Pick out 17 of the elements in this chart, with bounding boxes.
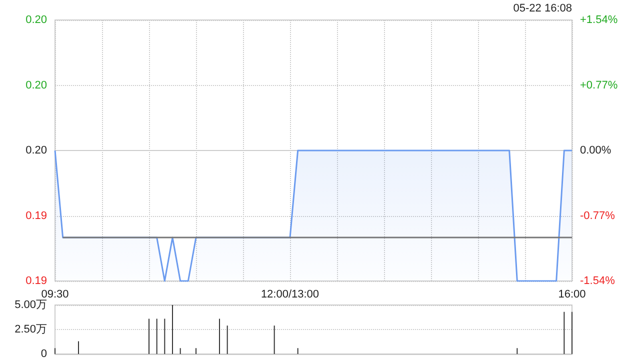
- y2-tick-label: +0.77%: [580, 79, 618, 92]
- y-tick-label: 0.19: [26, 210, 47, 222]
- y2-tick-label: -0.77%: [580, 210, 616, 222]
- y2-tick-label: 0.00%: [580, 144, 612, 156]
- x-tick-label: 12:00/13:00: [260, 288, 320, 300]
- text: 05-22 16:08: [513, 2, 572, 14]
- y-tick-label: 2.50万: [14, 324, 47, 336]
- y-tick-label: 5.00万: [14, 299, 47, 311]
- y-tick-label: 0.19: [26, 275, 47, 287]
- y-tick-label: 0.20: [26, 14, 47, 26]
- y2-tick-label: +1.54%: [580, 14, 618, 26]
- x-tick-label: 09:30: [41, 288, 69, 300]
- y-tick-label: 0.20: [26, 144, 47, 156]
- y-tick-label: 0.20: [26, 79, 47, 92]
- y2-tick-label: -1.54%: [580, 275, 616, 287]
- y-tick-label: 0: [40, 348, 47, 360]
- x-tick-label: 16:00: [558, 288, 586, 300]
